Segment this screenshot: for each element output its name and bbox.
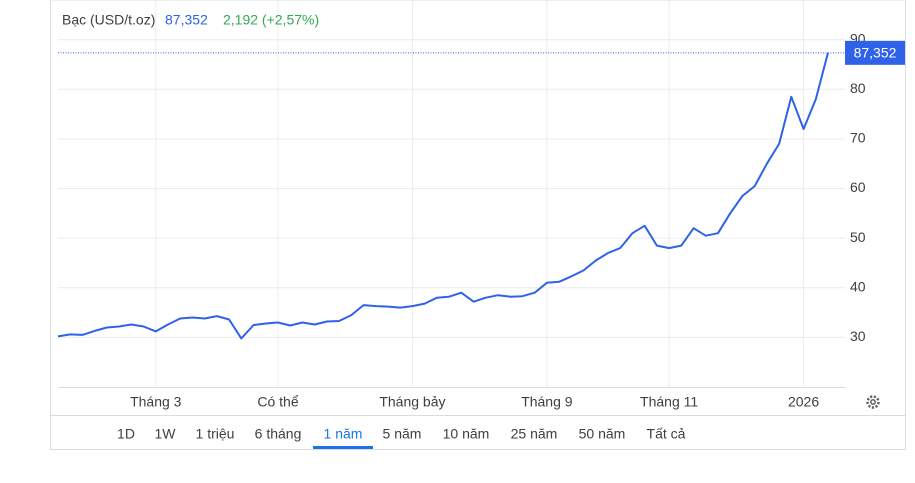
price-line: [57, 52, 829, 340]
y-tick-label: 40: [850, 278, 866, 294]
header-change: 2,192 (+2,57%): [223, 12, 319, 28]
header-price: 87,352: [165, 12, 208, 28]
y-tick-label: 80: [850, 80, 866, 96]
price-tag-label: 87,352: [854, 45, 897, 61]
range-button[interactable]: 1D: [117, 426, 135, 442]
plot: [57, 0, 845, 388]
range-button[interactable]: 1 năm: [324, 426, 363, 442]
y-tick-label: 30: [850, 328, 866, 344]
range-button[interactable]: 50 năm: [579, 426, 626, 442]
range-button[interactable]: 6 tháng: [255, 426, 302, 442]
range-button[interactable]: 5 năm: [383, 426, 422, 442]
x-tick-label: Tháng 9: [521, 394, 573, 410]
x-tick-label: Tháng 11: [640, 394, 698, 410]
range-selected-underline: [313, 446, 373, 449]
chart-title: Bạc (USD/t.oz): [62, 12, 155, 28]
x-tick-label: Tháng 3: [130, 394, 182, 410]
y-tick-label: 70: [850, 130, 866, 146]
range-button[interactable]: 10 năm: [443, 426, 490, 442]
range-button[interactable]: Tất cả: [647, 426, 686, 442]
x-tick-label: Có thể: [257, 394, 298, 410]
price-tag: [845, 40, 905, 65]
y-tick-label: 60: [850, 179, 866, 195]
x-tick-label: Tháng bảy: [379, 394, 445, 410]
x-tick-label: 2026: [788, 394, 819, 410]
settings-icon[interactable]: [866, 395, 880, 409]
y-tick-label: 50: [850, 229, 866, 245]
range-button[interactable]: 1 triệu: [196, 426, 235, 442]
frame: [50, 0, 906, 450]
range-button[interactable]: 25 năm: [511, 426, 558, 442]
range-button[interactable]: 1W: [155, 426, 177, 442]
